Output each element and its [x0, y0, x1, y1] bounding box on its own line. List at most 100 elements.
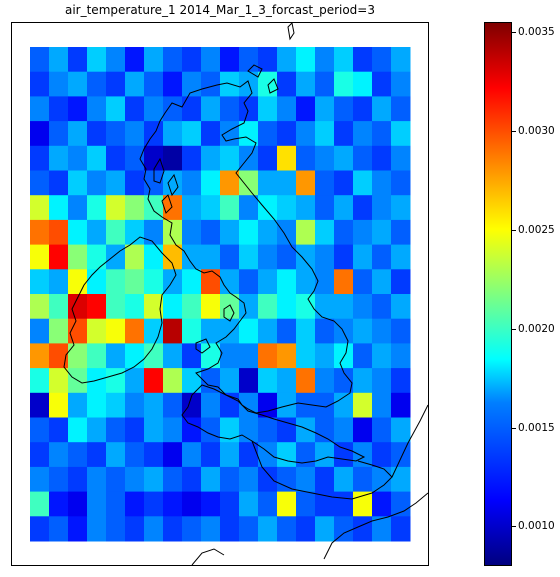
grid-cell: [30, 96, 50, 122]
grid-cell: [315, 71, 335, 97]
grid-cell: [372, 121, 392, 147]
grid-cell: [353, 368, 373, 394]
grid-cell: [296, 392, 316, 418]
grid-cell: [182, 219, 202, 246]
grid-cell: [258, 121, 278, 147]
grid-cell: [239, 47, 259, 73]
grid-cell: [163, 368, 183, 394]
grid-cell: [220, 442, 240, 468]
grid-cell: [30, 442, 50, 468]
grid-cell: [296, 71, 316, 97]
grid-cell: [182, 294, 202, 320]
grid-cell: [144, 466, 164, 493]
grid-cell: [106, 392, 126, 418]
grid-cell: [315, 294, 335, 320]
grid-cell: [68, 219, 88, 246]
grid-cell: [239, 269, 259, 295]
grid-cell: [372, 417, 392, 443]
grid-cell: [239, 195, 259, 221]
grid-cell: [391, 195, 411, 221]
grid-cell: [30, 368, 50, 394]
grid-cell: [68, 417, 88, 443]
grid-cell: [353, 491, 373, 517]
grid-cell: [296, 121, 316, 147]
grid-cell: [353, 269, 373, 295]
grid-cell: [106, 491, 126, 517]
coastline-hebrides: [153, 157, 179, 214]
grid-cell: [87, 417, 107, 443]
grid-cell: [391, 170, 411, 196]
grid-cell: [30, 392, 50, 418]
map-title: air_temperature_1 2014_Mar_1_3_forcast_p…: [64, 3, 375, 17]
coastline-isle-of-man: [223, 304, 235, 322]
grid-cell: [87, 442, 107, 468]
grid-cell: [220, 47, 240, 73]
grid-cell: [353, 442, 373, 468]
coastline-continent: [391, 404, 428, 478]
grid-cell: [372, 343, 392, 369]
grid-cell: [49, 442, 69, 468]
grid-cell: [372, 71, 392, 97]
grid-cell: [182, 466, 202, 493]
grid-cell: [68, 244, 88, 270]
grid-cell: [163, 145, 183, 171]
grid-cell: [334, 466, 354, 493]
grid-cell: [334, 170, 354, 196]
grid-cell: [125, 368, 145, 394]
grid-cell: [30, 47, 50, 73]
grid-cell: [353, 417, 373, 443]
coastline-orkney: [247, 64, 279, 94]
grid-cell: [125, 417, 145, 443]
grid-cell: [258, 294, 278, 320]
grid-cell: [106, 121, 126, 147]
colorbar-tick: 0.0010: [512, 519, 560, 533]
grid-cell: [87, 318, 107, 344]
grid-cell: [87, 491, 107, 517]
grid-cell: [391, 491, 411, 517]
grid-cell: [353, 47, 373, 73]
grid-cell: [144, 170, 164, 196]
grid-cell: [68, 96, 88, 122]
grid-cell: [391, 269, 411, 295]
grid-cell: [30, 244, 50, 270]
grid-cell: [334, 195, 354, 221]
grid-cell: [258, 269, 278, 295]
colorbar-tick-label: 0.0025: [518, 223, 555, 236]
grid-cell: [125, 392, 145, 418]
grid-cell: [258, 318, 278, 344]
grid-cell: [144, 417, 164, 443]
grid-cell: [182, 121, 202, 147]
colorbar-tick-label: 0.0010: [518, 520, 555, 533]
grid-cell: [372, 219, 392, 246]
map-canvas: [30, 23, 428, 565]
grid-cell: [334, 269, 354, 295]
grid-cell: [163, 417, 183, 443]
grid-cell: [30, 71, 50, 97]
grid-cell: [68, 392, 88, 418]
grid-cell: [182, 47, 202, 73]
grid-cell: [182, 318, 202, 344]
temperature-grid: [30, 47, 411, 542]
grid-cell: [372, 170, 392, 196]
grid-cell: [30, 516, 50, 542]
grid-cell: [296, 318, 316, 344]
grid-cell: [391, 343, 411, 369]
grid-cell: [144, 269, 164, 295]
grid-cell: [334, 294, 354, 320]
grid-cell: [106, 96, 126, 122]
grid-cell: [125, 343, 145, 369]
grid-cell: [315, 417, 335, 443]
grid-cell: [220, 343, 240, 369]
grid-cell: [144, 368, 164, 394]
grid-cell: [182, 417, 202, 443]
grid-cell: [49, 343, 69, 369]
grid-cell: [372, 442, 392, 468]
grid-cell: [391, 121, 411, 147]
coastline-south: [251, 440, 393, 500]
grid-cell: [30, 219, 50, 246]
grid-cell: [391, 244, 411, 270]
grid-cell: [106, 516, 126, 542]
grid-cell: [163, 195, 183, 221]
grid-cell: [144, 96, 164, 122]
map-axes[interactable]: [11, 22, 429, 566]
